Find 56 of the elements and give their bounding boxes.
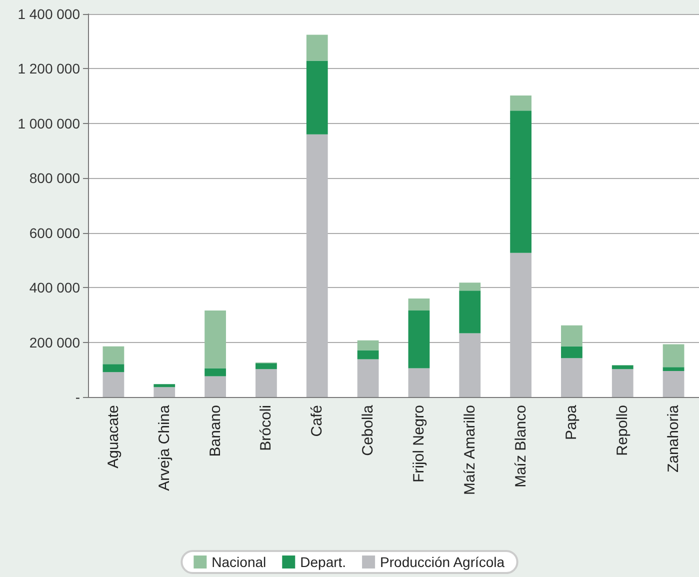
bar: [561, 325, 582, 346]
bar: [408, 368, 430, 397]
bar: [154, 387, 176, 397]
x-tick-label: Arveja China: [156, 404, 173, 491]
bar: [357, 359, 379, 397]
x-tick-label: Aguacate: [104, 405, 122, 468]
x-tick-label: Frijol Negro: [410, 405, 428, 483]
y-tick-label: 1 400 000: [18, 6, 80, 22]
y-tick-label: -: [75, 389, 80, 405]
y-tick-label: 1 200 000: [18, 60, 80, 77]
bar: [662, 367, 684, 372]
bar: [306, 134, 328, 397]
y-tick-label: 1 000 000: [18, 115, 80, 132]
bar: [459, 333, 481, 397]
bar: [408, 310, 430, 368]
bar: [306, 60, 328, 134]
bar: [510, 96, 532, 111]
x-tick-label: Café: [308, 405, 326, 437]
bar: [204, 310, 226, 368]
bar: [561, 358, 582, 397]
bar: [256, 363, 277, 370]
x-tick-label: Banano: [206, 405, 224, 457]
bar: [102, 372, 124, 397]
y-tick-label: 800 000: [29, 170, 80, 186]
x-tick-label: Brócoli: [258, 405, 275, 451]
bar: [459, 290, 481, 334]
legend-label: Nacional: [212, 554, 266, 570]
x-tick-label: Maíz Blanco: [512, 405, 530, 488]
legend-label: Producción Agrícola: [380, 554, 505, 570]
bar: [408, 298, 430, 311]
x-tick-label: Repollo: [614, 405, 632, 456]
bar: [561, 346, 582, 358]
bar: [510, 252, 532, 397]
legend-label: Depart.: [300, 554, 346, 570]
bar: [612, 365, 634, 370]
x-tick-label: Cebolla: [360, 404, 377, 456]
y-tick-label: 600 000: [29, 224, 80, 241]
bar: [102, 346, 124, 364]
bar: [154, 384, 176, 388]
bar: [256, 369, 277, 397]
y-tick-label: 200 000: [29, 334, 80, 350]
bar: [612, 369, 634, 397]
x-tick-label: Maíz Amarillo: [461, 405, 478, 496]
bar: [459, 282, 481, 291]
bar: [102, 364, 124, 372]
bar: [510, 110, 532, 253]
bar: [204, 368, 226, 376]
bar: [662, 371, 684, 397]
bar: [662, 344, 684, 368]
x-tick-label: Zanahoria: [665, 404, 682, 473]
bar: [306, 34, 328, 61]
y-tick-label: 400 000: [29, 280, 80, 296]
bar: [204, 376, 226, 397]
bar: [357, 340, 379, 350]
x-tick-label: Papa: [563, 404, 580, 440]
bar: [357, 350, 379, 360]
